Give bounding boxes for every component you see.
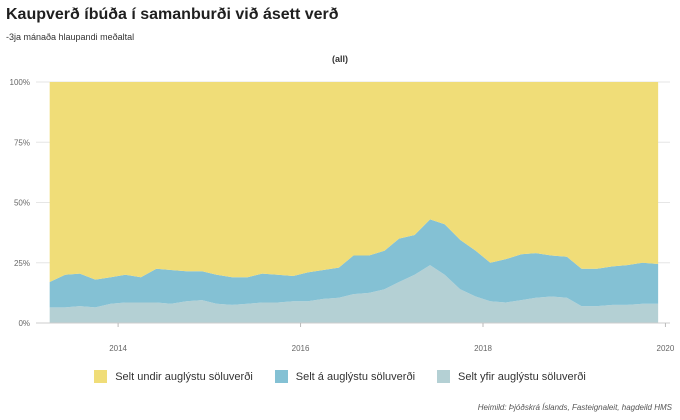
chart-title: Kaupverð íbúða í samanburði við ásett ve…	[6, 6, 339, 23]
legend-label-at: Selt á auglýstu söluverði	[295, 370, 416, 383]
legend-swatch-over	[437, 370, 451, 383]
y-tick-label: 0%	[18, 319, 30, 328]
area-series-1	[49, 219, 659, 308]
legend-swatch-at	[274, 370, 288, 383]
x-tick-label: 2016	[292, 344, 310, 353]
area-series-2	[49, 82, 659, 283]
y-tick-label: 50%	[14, 199, 30, 208]
y-tick-label: 75%	[14, 138, 30, 147]
x-tick-label: 2020	[657, 344, 675, 353]
y-tick-label: 25%	[14, 259, 30, 268]
legend-item-under: Selt undir auglýstu söluverði	[94, 370, 253, 383]
source-note: Heimild: Þjóðskrá Íslands, Fasteignaleit…	[477, 403, 672, 412]
legend-label-under: Selt undir auglýstu söluverði	[115, 370, 253, 383]
legend-swatch-under	[94, 370, 108, 383]
area-series-0	[49, 265, 659, 323]
panel-label: (all)	[331, 54, 348, 64]
legend-item-at: Selt á auglýstu söluverði	[274, 370, 416, 383]
x-tick-label: 2018	[474, 344, 492, 353]
x-tick-label: 2014	[109, 344, 127, 353]
series-areas	[49, 82, 659, 323]
legend-label-over: Selt yfir auglýstu söluverði	[458, 370, 586, 383]
legend-item-over: Selt yfir auglýstu söluverði	[437, 370, 586, 383]
stacked-area-chart: 0% 25% 50% 75% 100% 2014 2016 2018 2020	[10, 78, 675, 353]
chart-subtitle: -3ja mánaða hlaupandi meðaltal	[6, 32, 135, 42]
axes: 0% 25% 50% 75% 100% 2014 2016 2018 2020	[10, 78, 675, 353]
y-tick-label: 100%	[10, 78, 30, 87]
legend: Selt undir auglýstu söluverði Selt á aug…	[0, 370, 680, 383]
